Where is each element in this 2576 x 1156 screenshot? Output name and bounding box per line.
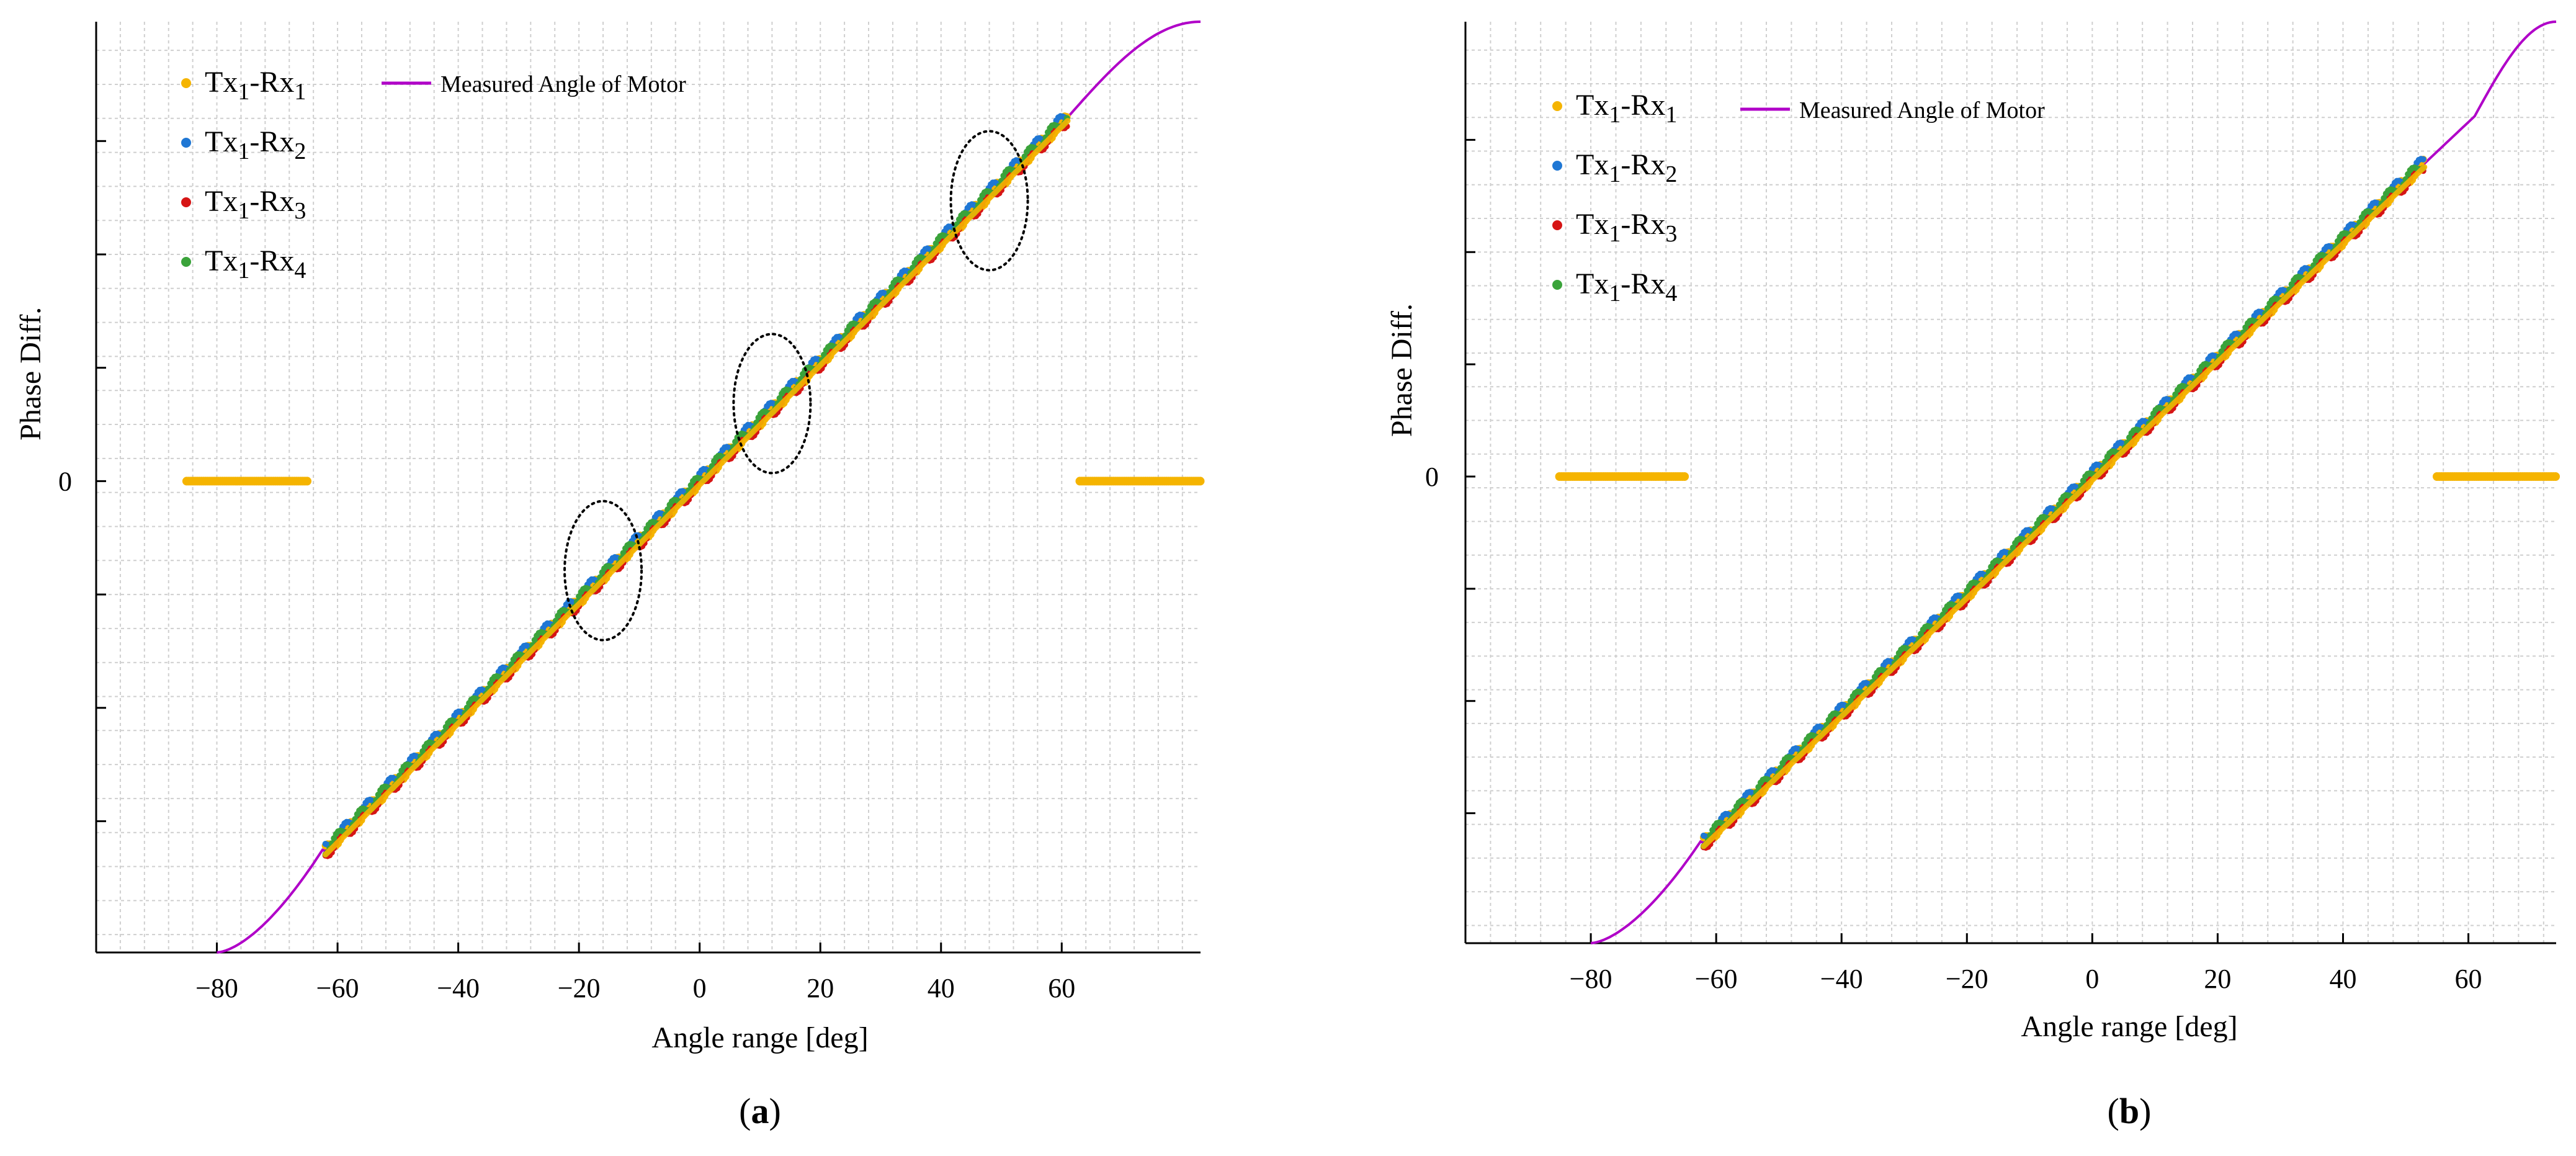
x-tick-label: −40 <box>1820 964 1863 994</box>
legend-label: Tx1-Rx4 <box>1576 267 1677 307</box>
x-tick-label: 40 <box>2329 964 2356 994</box>
x-axis-label: Angle range [deg] <box>2021 1010 2237 1043</box>
legend-marker <box>181 78 191 88</box>
legend-marker <box>1552 161 1562 171</box>
data-point-zero <box>2551 472 2560 481</box>
x-tick-label: 20 <box>2204 964 2231 994</box>
data-point <box>821 351 827 358</box>
y-axis-label: Phase Diff. <box>14 307 47 441</box>
series-Tx1-Rx1 <box>1555 156 2560 841</box>
legend-label: Tx1-Rx3 <box>1576 208 1677 247</box>
series-trace <box>323 118 1071 858</box>
legend-label: Tx1-Rx2 <box>205 125 306 164</box>
legend-label: Tx1-Rx1 <box>1576 89 1677 128</box>
chart-panel-a: 0 −80 −60 −40 −20 0 20 40 60 Angle range [deg] Pha… <box>14 20 1205 1131</box>
legend: Tx1-Rx1 Tx1-Rx2 Tx1-Rx3 Tx1-Rx4 Measured Ang… <box>181 66 686 284</box>
data-point-zero <box>303 477 311 486</box>
x-tick-label: 40 <box>928 973 955 1003</box>
x-axis-label: Angle range [deg] <box>651 1021 868 1054</box>
grid <box>1465 22 2556 943</box>
x-tick-label: −80 <box>1570 964 1612 994</box>
y-tick-label: 0 <box>1425 462 1439 492</box>
panel-caption: (b) <box>2108 1091 2152 1131</box>
legend-marker <box>1552 101 1562 111</box>
legend-marker <box>181 138 191 148</box>
legend-marker <box>181 197 191 207</box>
data-point-zero <box>1196 477 1205 486</box>
outlier-ellipse <box>732 333 812 475</box>
x-tick-label: −80 <box>195 973 238 1003</box>
x-tick-label: −60 <box>316 973 359 1003</box>
legend-label: Tx1-Rx2 <box>1576 148 1677 187</box>
outlier-ellipse <box>563 500 643 642</box>
legend: Tx1-Rx1 Tx1-Rx2 Tx1-Rx3 Tx1-Rx4 Measured Ang… <box>1552 89 2045 307</box>
series-trace <box>1701 164 2428 849</box>
data-point <box>2218 348 2225 355</box>
legend-label: Tx1-Rx4 <box>205 244 306 284</box>
chart-panel-b: 0 −80 −60 −40 −20 0 20 40 60 Angle range [deg] Pha… <box>1385 20 2560 1131</box>
x-tick-label: −20 <box>558 973 601 1003</box>
outlier-ellipse <box>949 130 1029 272</box>
x-tick-label: 20 <box>807 973 834 1003</box>
legend-marker <box>1552 220 1562 230</box>
x-tick-label: −20 <box>1946 964 1988 994</box>
x-tick-label: 60 <box>2455 964 2482 994</box>
legend-marker <box>1552 280 1562 290</box>
grid <box>96 22 1201 952</box>
x-tick-label: −40 <box>437 973 480 1003</box>
data-point-zero <box>1680 472 1689 481</box>
y-axis-label: Phase Diff. <box>1385 303 1418 437</box>
x-tick-label: 0 <box>693 973 707 1003</box>
legend-reference-label: Measured Angle of Motor <box>1799 97 2045 123</box>
data-point <box>2420 156 2426 163</box>
legend-reference-label: Measured Angle of Motor <box>441 71 686 97</box>
x-tick-label: 0 <box>2085 964 2099 994</box>
panel-caption: (a) <box>739 1091 781 1131</box>
y-tick-label: 0 <box>58 466 72 496</box>
legend-label: Tx1-Rx3 <box>205 185 306 224</box>
legend-label: Tx1-Rx1 <box>205 66 306 105</box>
legend-marker <box>181 257 191 267</box>
x-tick-label: 60 <box>1048 973 1075 1003</box>
x-tick-label: −60 <box>1695 964 1738 994</box>
